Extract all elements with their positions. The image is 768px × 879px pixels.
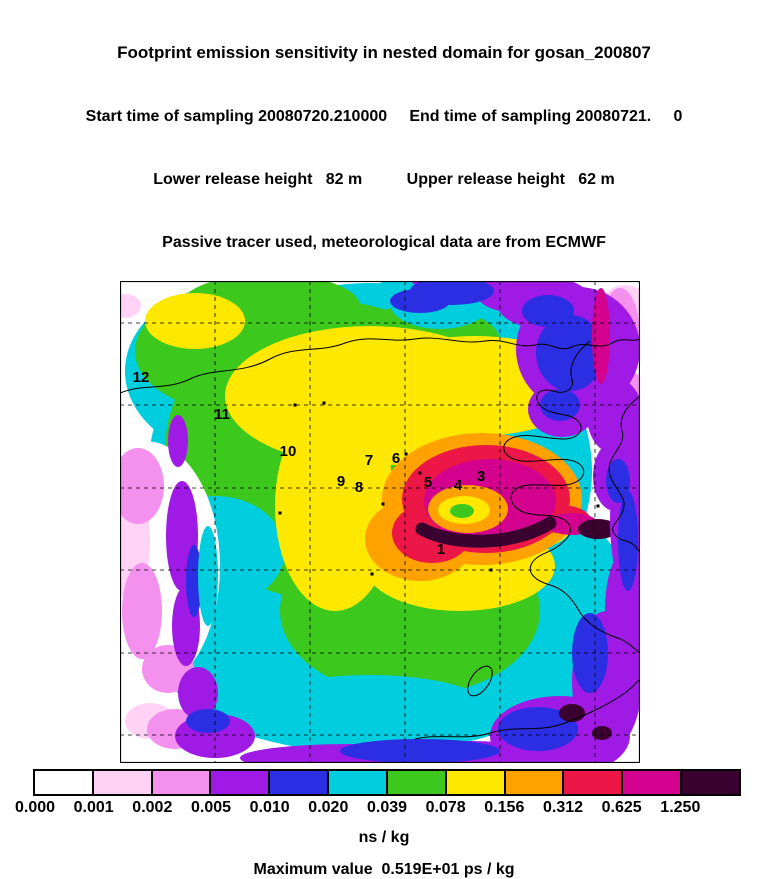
colorbar-bar — [33, 769, 741, 796]
colorbar-segment — [387, 771, 447, 794]
station-dot — [322, 401, 326, 405]
station-label-7: 7 — [365, 452, 373, 469]
coastlines — [120, 337, 640, 740]
station-label-4: 4 — [454, 477, 463, 494]
colorbar-tick-label: 0.000 — [14, 799, 56, 816]
colorbar-segment — [446, 771, 506, 794]
colorbar-tick-label: 1.250 — [660, 799, 701, 816]
colorbar-tick-label: 0.020 — [308, 799, 349, 816]
colorbar-segment — [682, 771, 739, 794]
release-heights: Lower release height 82 m Upper release … — [153, 171, 615, 188]
colorbar-labels: 0.000 0.001 0.002 0.005 0.010 0.020 0.039 0.078… — [15, 799, 741, 819]
colorbar-segment — [152, 771, 212, 794]
colorbar-tick-label: 0.001 — [73, 799, 114, 816]
grid-lines — [120, 281, 640, 763]
sampling-times: Start time of sampling 20080720.210000 E… — [85, 108, 683, 125]
colorbar-segment — [564, 771, 624, 794]
colorbar-tick-label: 0.002 — [132, 799, 173, 816]
figure-header: Footprint emission sensitivity in nested… — [0, 0, 768, 270]
station-label-10: 10 — [280, 443, 297, 460]
colorbar-tick-label: 0.078 — [425, 799, 466, 816]
sensitivity-map: 12 11 10 9 87 6 5 43 1 — [120, 281, 640, 763]
colorbar-tick-label: 0.010 — [249, 799, 290, 816]
colorbar-tick-label: 0.039 — [366, 799, 408, 816]
colorbar: 0.000 0.001 0.002 0.005 0.010 0.020 0.039 0.078… — [15, 769, 741, 819]
station-dot — [278, 511, 282, 515]
station-dots — [278, 401, 600, 576]
colorbar-units: ns / kg — [358, 829, 410, 846]
station-label-1: 1 — [437, 541, 445, 558]
figure-title: Footprint emission sensitivity in nested… — [117, 43, 651, 62]
colorbar-segment — [329, 771, 388, 794]
station-dot — [489, 568, 493, 572]
max-value-label: Maximum value 0.519E+01 ps / kg — [253, 861, 515, 878]
station-dot — [404, 452, 408, 456]
colorbar-segment — [505, 771, 565, 794]
station-label-3: 3 — [477, 468, 485, 485]
colorbar-tick-label: 0.156 — [484, 799, 525, 816]
station-label-12: 12 — [133, 369, 150, 386]
map-panel: 12 11 10 9 8 7 6 5 4 3 1 — [120, 281, 640, 763]
station-label-5: 5 — [424, 474, 432, 491]
colorbar-segment — [35, 771, 94, 794]
station-label-6: 6 — [392, 450, 400, 467]
station-dot — [418, 471, 422, 475]
colorbar-segment — [623, 771, 683, 794]
station-labels: 12 11 10 9 87 6 5 43 1 — [133, 369, 486, 558]
colorbar-tick-label: 0.625 — [601, 799, 642, 816]
colorbar-tick-label: 0.005 — [190, 799, 232, 816]
contour-field — [120, 281, 640, 763]
colorbar-segment — [270, 771, 330, 794]
map-border — [120, 281, 640, 763]
station-dot — [596, 504, 600, 508]
tracer-note: Passive tracer used, meteorological data… — [162, 234, 606, 251]
station-label-9: 9 — [337, 473, 345, 490]
colorbar-segment — [93, 771, 153, 794]
station-label-8: 8 — [355, 479, 363, 496]
station-dot — [293, 403, 297, 407]
colorbar-segment — [211, 771, 271, 794]
station-dot — [381, 502, 385, 506]
station-label-11: 11 — [214, 406, 230, 423]
station-dot — [370, 572, 374, 576]
colorbar-tick-label: 0.312 — [542, 799, 584, 816]
